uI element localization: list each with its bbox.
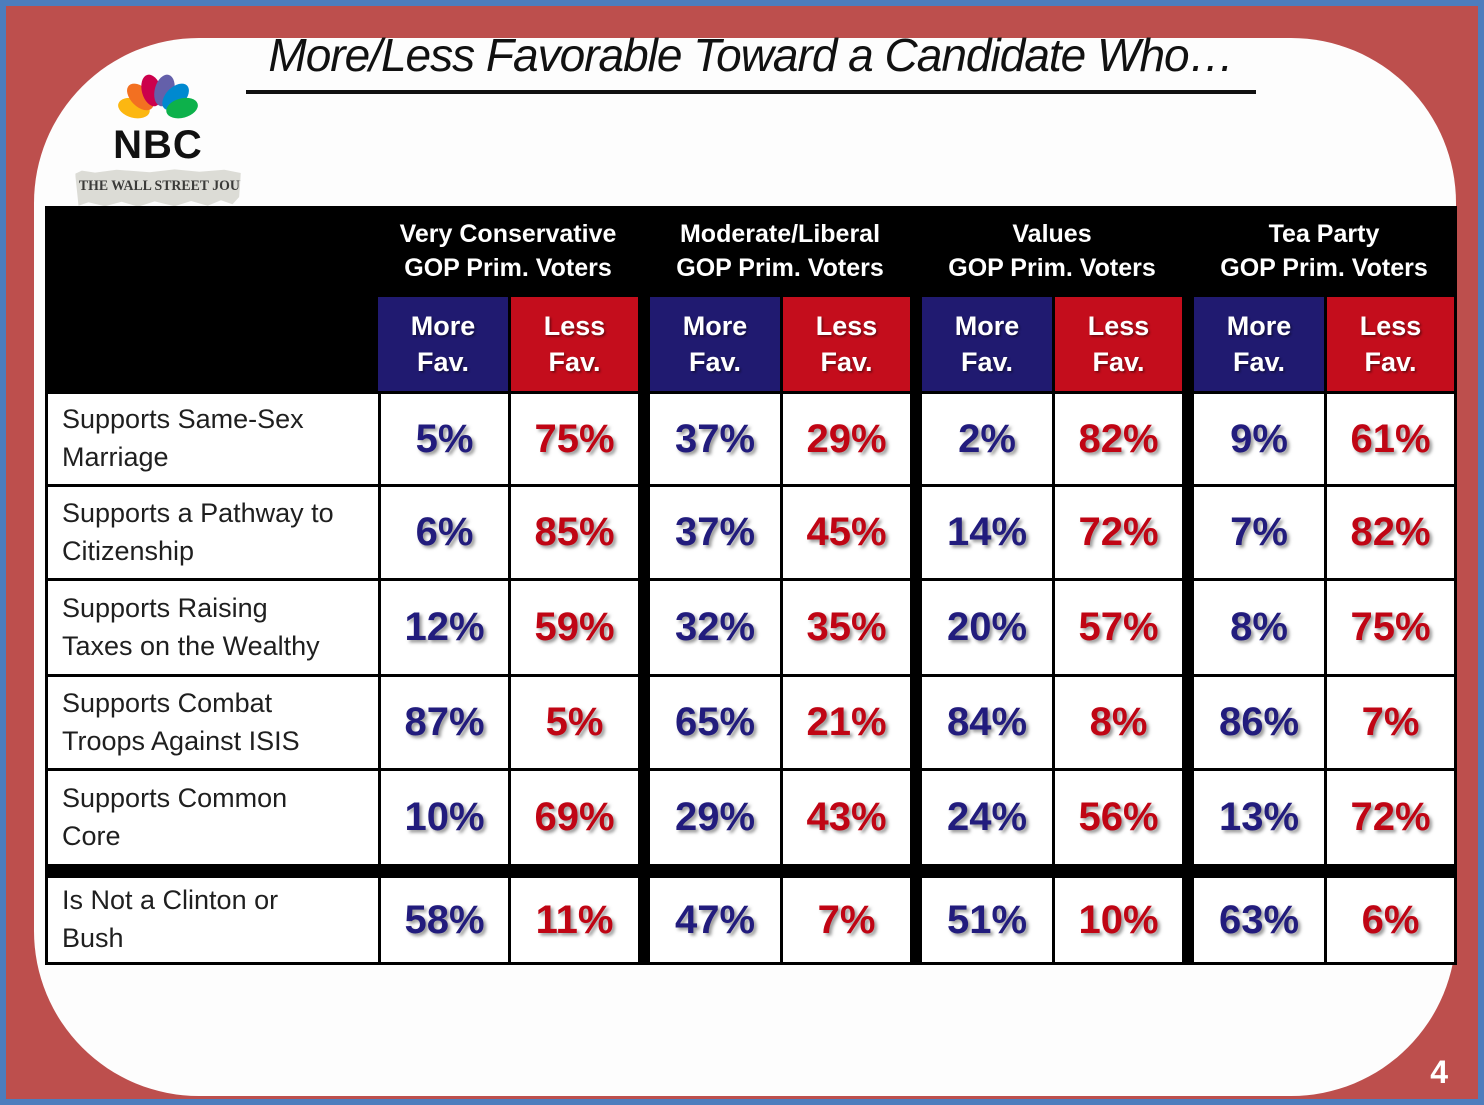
table-value: 82% [1052,394,1182,484]
group-divider [910,209,922,391]
table-value: 69% [508,771,638,864]
table-value: 7% [1194,487,1324,578]
table-value: 61% [1324,394,1454,484]
table-value: 5% [508,677,638,768]
table-value: 29% [650,771,780,864]
more-fav-header: More Fav. [1194,297,1324,391]
table-value: 65% [650,677,780,768]
table-value: 56% [1052,771,1182,864]
table-value: 72% [1324,771,1454,864]
table-value: 5% [378,394,508,484]
table-value: 7% [780,878,910,962]
table-value: 12% [378,581,508,674]
group-header-very-conservative: Very Conservative GOP Prim. Voters [378,209,638,294]
table-value: 58% [378,878,508,962]
more-fav-header: More Fav. [650,297,780,391]
table-value: 35% [780,581,910,674]
table-value: 85% [508,487,638,578]
table-value: 72% [1052,487,1182,578]
table-value: 9% [1194,394,1324,484]
table-value: 10% [378,771,508,864]
table-value: 37% [650,394,780,484]
group-divider [638,209,650,391]
group-header-tea-party: Tea Party GOP Prim. Voters [1194,209,1454,294]
more-fav-header: More Fav. [378,297,508,391]
table-value: 51% [922,878,1052,962]
table-value: 37% [650,487,780,578]
page-number: 4 [1430,1054,1448,1090]
table-value: 86% [1194,677,1324,768]
page-title: More/Less Favorable Toward a Candidate W… [246,28,1256,94]
table-value: 24% [922,771,1052,864]
table-value: 29% [780,394,910,484]
group-divider [1182,209,1194,391]
row-label: Supports Raising Taxes on the Wealthy [48,581,378,674]
table-value: 21% [780,677,910,768]
nbc-wsj-logo: NBC THE WALL STREET JOURNAL. [68,61,248,209]
less-fav-header: Less Fav. [1324,297,1454,391]
table-value: 57% [1052,581,1182,674]
table-value: 59% [508,581,638,674]
table-value: 20% [922,581,1052,674]
table-value: 10% [1052,878,1182,962]
table-value: 43% [780,771,910,864]
wsj-wordmark: THE WALL STREET JOURNAL. [75,169,241,207]
table-value: 14% [922,487,1052,578]
row-label: Supports Same-Sex Marriage [48,394,378,484]
table-value: 82% [1324,487,1454,578]
table-value: 11% [508,878,638,962]
group-header-values: Values GOP Prim. Voters [922,209,1182,294]
thick-row-divider [48,867,1454,875]
nbc-peacock-icon [118,74,198,119]
row-label: Is Not a Clinton or Bush [48,878,378,962]
table-value: 84% [922,677,1052,768]
table-value: 2% [922,394,1052,484]
row-label: Supports Combat Troops Against ISIS [48,677,378,768]
table-value: 6% [378,487,508,578]
more-fav-header: More Fav. [922,297,1052,391]
table-value: 47% [650,878,780,962]
less-fav-header: Less Fav. [780,297,910,391]
table-value: 8% [1194,581,1324,674]
row-label: Supports a Pathway to Citizenship [48,487,378,578]
less-fav-header: Less Fav. [1052,297,1182,391]
table-value: 63% [1194,878,1324,962]
row-label: Supports Common Core [48,771,378,864]
table-value: 32% [650,581,780,674]
less-fav-header: Less Fav. [508,297,638,391]
table-value: 13% [1194,771,1324,864]
table-corner-cell [48,209,378,391]
table-value: 6% [1324,878,1454,962]
table-value: 87% [378,677,508,768]
table-value: 45% [780,487,910,578]
poll-results-table: Very Conservative GOP Prim. Voters Moder… [45,206,1457,965]
table-value: 75% [508,394,638,484]
table-value: 7% [1324,677,1454,768]
group-header-moderate-liberal: Moderate/Liberal GOP Prim. Voters [650,209,910,294]
table-value: 75% [1324,581,1454,674]
nbc-wordmark: NBC [113,123,203,167]
table-value: 8% [1052,677,1182,768]
